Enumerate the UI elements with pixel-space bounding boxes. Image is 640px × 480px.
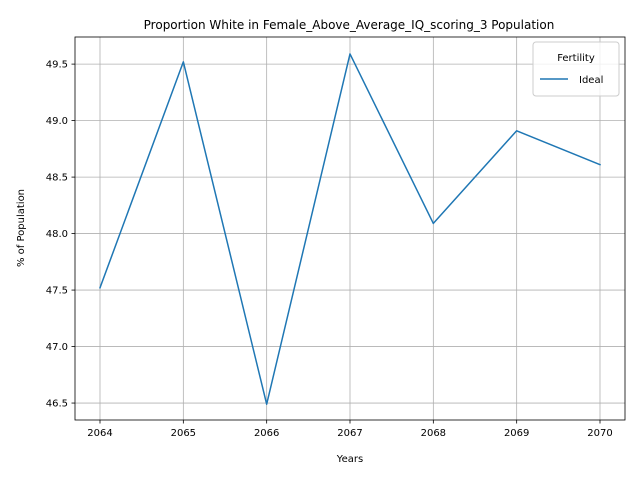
y-tick-label: 49.5	[46, 60, 68, 71]
x-tick-label: 2065	[171, 428, 196, 439]
series-line-ideal	[99, 53, 601, 405]
x-tick-label: 2069	[504, 428, 529, 439]
y-tick-label: 46.5	[46, 399, 68, 410]
x-tick-label: 2068	[421, 428, 446, 439]
chart-title: Proportion White in Female_Above_Average…	[144, 18, 555, 32]
y-tick-label: 47.5	[46, 286, 68, 297]
x-axis-title: Years	[336, 454, 363, 465]
grid-lines	[75, 37, 625, 420]
axis-ticks: 2064 2065 2066 2067 2068 2069 2070 46.5 47.0 47.5…	[46, 60, 613, 439]
x-tick-label: 2064	[87, 428, 112, 439]
y-axis-title: % of Population	[16, 189, 27, 267]
legend-label-ideal: Ideal	[579, 75, 603, 86]
y-tick-label: 48.5	[46, 173, 68, 184]
y-tick-label: 48.0	[46, 229, 68, 240]
legend-title: Fertility	[557, 53, 595, 64]
y-tick-label: 49.0	[46, 116, 68, 127]
x-tick-label: 2067	[337, 428, 362, 439]
series-layer	[99, 53, 601, 405]
x-tick-label: 2066	[254, 428, 279, 439]
legend-box	[532, 41, 620, 97]
y-tick-label: 47.0	[46, 342, 68, 353]
legend: Fertility Ideal	[532, 41, 620, 97]
x-tick-label: 2070	[587, 428, 612, 439]
